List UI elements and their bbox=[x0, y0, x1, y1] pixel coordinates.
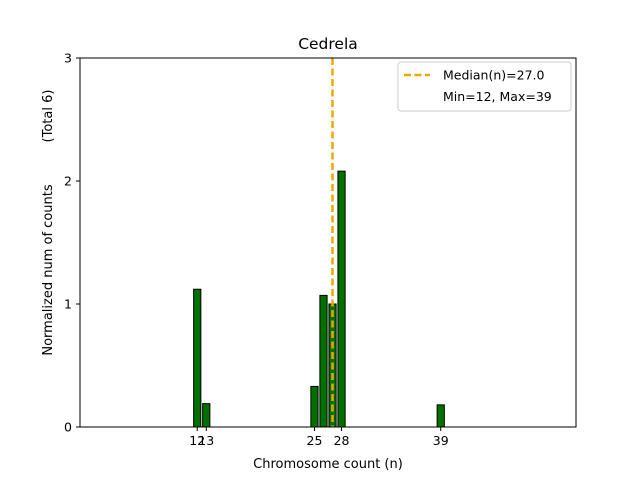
y-tick-label-0: 0 bbox=[64, 420, 72, 435]
legend-entry-range: Min=12, Max=39 bbox=[443, 89, 552, 104]
chart-title: Cedrela bbox=[298, 35, 358, 53]
bar-28-5 bbox=[337, 170, 346, 428]
x-axis-label: Chromosome count (n) bbox=[253, 457, 403, 472]
y-ticks: 0 1 2 3 bbox=[64, 51, 80, 435]
y-axis-label: Normalized num of counts bbox=[41, 184, 56, 355]
x-tick-label-39: 39 bbox=[433, 433, 449, 448]
bar-26-3 bbox=[319, 294, 328, 428]
x-tick-label-25: 25 bbox=[307, 433, 323, 448]
bar-13-1 bbox=[202, 403, 211, 428]
y-tick-label-1: 1 bbox=[64, 297, 72, 312]
bars-layer bbox=[193, 170, 445, 428]
legend: Median(n)=27.0 Min=12, Max=39 bbox=[397, 61, 572, 112]
bar-25-2 bbox=[310, 385, 319, 428]
x-tick-label-12: 12 bbox=[189, 433, 205, 448]
bar-12-0 bbox=[193, 288, 202, 428]
y-axis-total-label: (Total 6) bbox=[41, 90, 56, 143]
bar-39-6 bbox=[436, 404, 445, 428]
legend-entry-median: Median(n)=27.0 bbox=[443, 68, 544, 83]
x-tick-label-28: 28 bbox=[334, 433, 350, 448]
y-tick-label-2: 2 bbox=[64, 174, 72, 189]
x-tick-label-13: 13 bbox=[198, 433, 214, 448]
y-tick-label-3: 3 bbox=[64, 51, 72, 66]
legend-box bbox=[397, 61, 572, 112]
plot-frame bbox=[79, 57, 577, 428]
